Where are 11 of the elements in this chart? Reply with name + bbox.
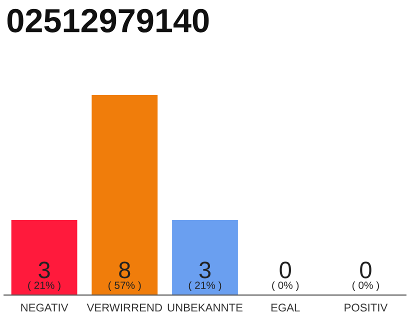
data-label: 3 ( 21% ) (188, 262, 222, 292)
data-label: 0 ( 0% ) (272, 262, 299, 292)
x-tick-label: EGAL (271, 304, 300, 312)
x-tick-label: POSITIV (344, 304, 388, 312)
data-label: 8 ( 57% ) (108, 262, 141, 292)
x-tick-label: UNBEKANNTE (168, 304, 242, 312)
x-tick-label: NEGATIV (21, 304, 68, 312)
chart-title: 02512979140 (7, 8, 209, 32)
data-label: 0 ( 0% ) (352, 262, 379, 292)
data-label: 3 ( 21% ) (28, 262, 60, 292)
x-tick-label: VERWIRREND (86, 304, 162, 312)
